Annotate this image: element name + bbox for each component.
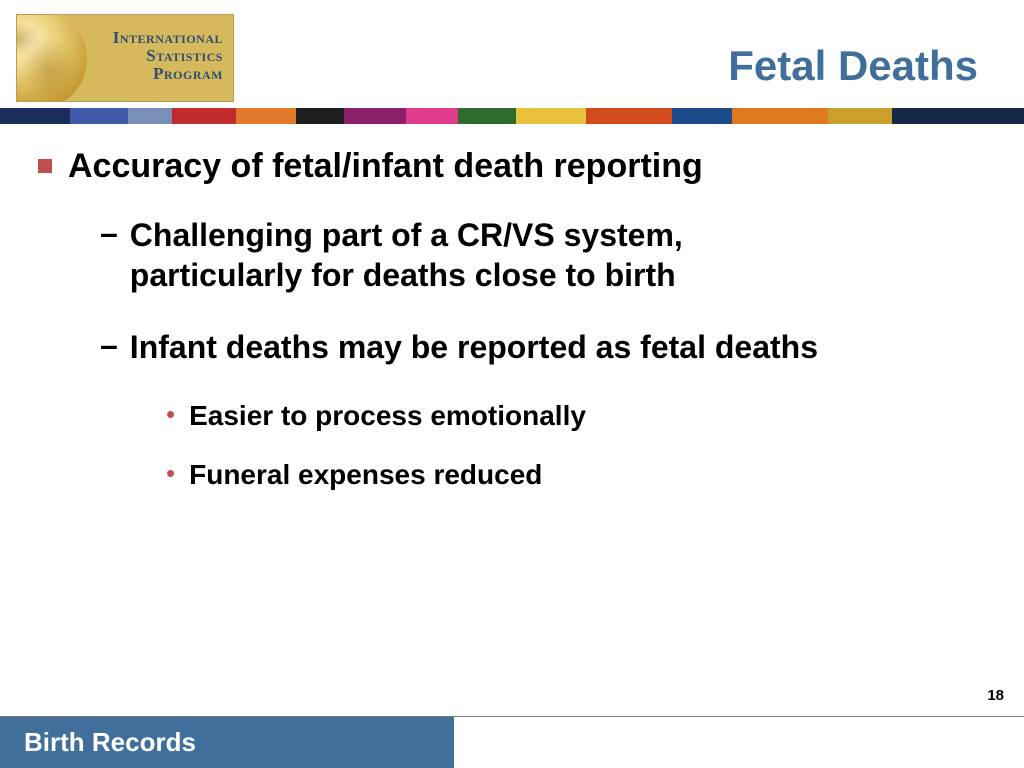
dot-bullet-icon: •: [166, 458, 175, 489]
content-area: Accuracy of fetal/infant death reporting…: [38, 146, 964, 518]
bullet-level3-text: Funeral expenses reduced: [189, 458, 542, 492]
stripe-segment: [828, 108, 892, 124]
dot-bullet-icon: •: [166, 399, 175, 430]
decorative-stripe: [0, 108, 1024, 124]
stripe-segment: [458, 108, 516, 124]
stripe-segment: [672, 108, 732, 124]
square-bullet-icon: [38, 159, 52, 173]
bullet-level2-text: Infant deaths may be reported as fetal d…: [130, 327, 818, 367]
footer-bar: Birth Records: [0, 716, 1024, 768]
program-logo: International Statistics Program: [16, 14, 234, 102]
stripe-segment: [128, 108, 172, 124]
slide-title: Fetal Deaths: [728, 42, 978, 90]
stripe-segment: [892, 108, 1024, 124]
bullet-level2: – Challenging part of a CR/VS system, pa…: [100, 215, 964, 295]
stripe-segment: [236, 108, 296, 124]
logo-inner: International Statistics Program: [17, 15, 233, 101]
dash-bullet-icon: –: [100, 327, 118, 365]
logo-line-2: Statistics: [113, 47, 223, 65]
page-number: 18: [987, 687, 1004, 704]
bullet-level3-text: Easier to process emotionally: [189, 399, 586, 433]
stripe-segment: [586, 108, 672, 124]
stripe-segment: [296, 108, 344, 124]
stripe-segment: [344, 108, 406, 124]
slide: International Statistics Program Fetal D…: [0, 0, 1024, 768]
stripe-segment: [70, 108, 128, 124]
bullet-level3: • Funeral expenses reduced: [166, 458, 964, 492]
bullet-level3: • Easier to process emotionally: [166, 399, 964, 433]
bullet-level2-text: Challenging part of a CR/VS system, part…: [130, 215, 850, 295]
bullet-level2: – Infant deaths may be reported as fetal…: [100, 327, 964, 367]
stripe-segment: [516, 108, 586, 124]
logo-line-3: Program: [113, 65, 223, 83]
globe-icon: [17, 15, 87, 101]
stripe-segment: [0, 108, 70, 124]
footer-left-label: Birth Records: [0, 717, 454, 768]
stripe-segment: [406, 108, 458, 124]
logo-line-1: International: [113, 29, 223, 47]
bullet-level1-text: Accuracy of fetal/infant death reporting: [68, 146, 703, 187]
logo-text: International Statistics Program: [113, 29, 223, 83]
stripe-segment: [172, 108, 236, 124]
stripe-segment: [732, 108, 828, 124]
dash-bullet-icon: –: [100, 215, 118, 253]
bullet-level1: Accuracy of fetal/infant death reporting: [38, 146, 964, 187]
footer-right-spacer: [454, 717, 1024, 768]
